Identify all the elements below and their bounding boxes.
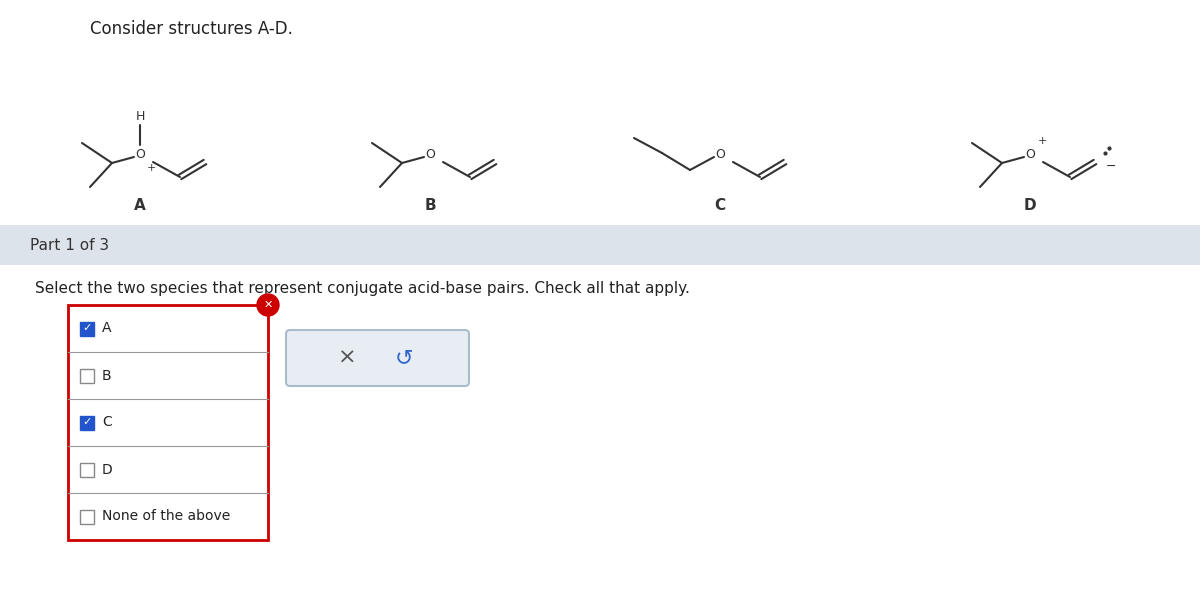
Text: D: D — [102, 463, 113, 476]
Text: B: B — [424, 197, 436, 212]
Text: Part 1 of 3: Part 1 of 3 — [30, 238, 109, 253]
Text: B: B — [102, 368, 112, 383]
Text: ×: × — [338, 348, 358, 368]
Text: Consider structures A-D.: Consider structures A-D. — [90, 20, 293, 38]
Text: C: C — [102, 415, 112, 430]
Text: Select the two species that represent conjugate acid-base pairs. Check all that : Select the two species that represent co… — [35, 280, 690, 295]
FancyBboxPatch shape — [80, 415, 94, 430]
FancyBboxPatch shape — [0, 225, 1200, 265]
Text: D: D — [1024, 197, 1037, 212]
FancyBboxPatch shape — [286, 330, 469, 386]
Text: O: O — [715, 148, 725, 161]
Text: None of the above: None of the above — [102, 509, 230, 523]
FancyBboxPatch shape — [80, 463, 94, 476]
FancyBboxPatch shape — [80, 322, 94, 335]
Text: +: + — [146, 163, 156, 173]
Text: C: C — [714, 197, 726, 212]
Text: H: H — [136, 110, 145, 124]
Text: +: + — [1037, 136, 1046, 146]
Text: −: − — [1105, 160, 1116, 173]
Text: A: A — [102, 322, 112, 335]
FancyBboxPatch shape — [80, 368, 94, 383]
Text: A: A — [134, 197, 146, 212]
Circle shape — [257, 294, 278, 316]
FancyBboxPatch shape — [68, 305, 268, 540]
Text: O: O — [136, 148, 145, 161]
Text: ✓: ✓ — [83, 418, 91, 427]
FancyBboxPatch shape — [80, 509, 94, 523]
Text: O: O — [1025, 148, 1034, 161]
Text: ✓: ✓ — [83, 323, 91, 334]
Text: ✕: ✕ — [263, 300, 272, 310]
Text: O: O — [425, 148, 434, 161]
Text: ↺: ↺ — [395, 348, 413, 368]
